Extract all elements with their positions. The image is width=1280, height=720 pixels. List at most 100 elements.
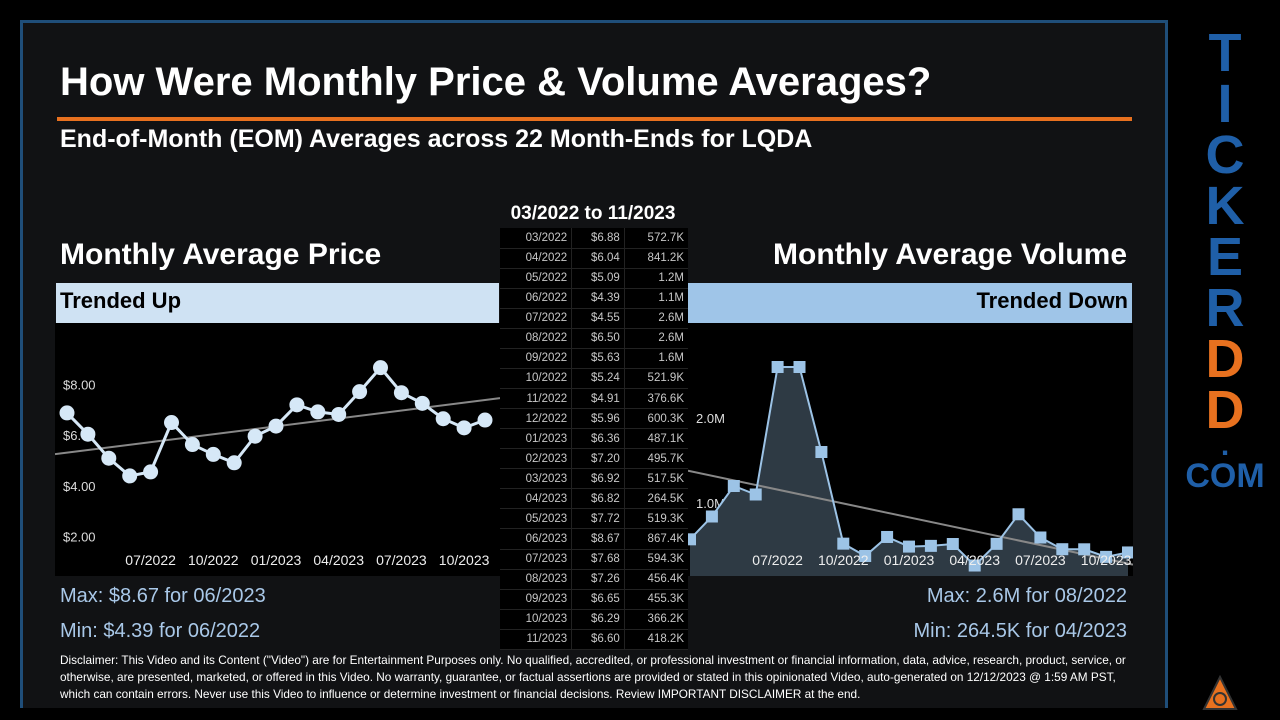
data-point [101, 450, 117, 466]
data-point [946, 538, 959, 551]
logo-letter: E [1206, 227, 1244, 287]
data-point [684, 533, 696, 546]
price-chart: $2.00 $4.00 $6.00 $8.00 07/2022 10/2022 01/202… [54, 323, 501, 576]
cell-price: $5.96 [571, 408, 625, 430]
cell-price: $6.60 [571, 629, 625, 651]
x-tick-label: 04/2023 [313, 552, 364, 568]
table-row: 11/2023 $6.60 418.2K [500, 629, 688, 651]
data-point [435, 411, 451, 427]
table-row: 02/2023 $7.20 495.7K [500, 448, 688, 470]
table-row: 07/2022 $4.55 2.6M [500, 308, 688, 329]
tickerdd-logo: T I C K E R D D . COM [1180, 23, 1270, 496]
data-point [268, 418, 284, 434]
table-row: 04/2023 $6.82 264.5K [500, 488, 688, 510]
data-point [393, 385, 409, 401]
table-row: 09/2022 $5.63 1.6M [500, 348, 688, 369]
table-row: 08/2023 $7.26 456.4K [500, 569, 688, 590]
x-tick-label: 07/2022 [752, 552, 803, 568]
data-point [705, 510, 718, 523]
data-point [477, 412, 493, 428]
price-heading: Monthly Average Price [60, 238, 382, 271]
logo-letter: T [1208, 23, 1242, 83]
monthly-data-table: 03/2022 $6.88 572.7K 04/2022 $6.04 841.2K 05/2… [500, 228, 688, 651]
table-row: 06/2022 $4.39 1.1M [500, 288, 688, 309]
logo-dot: . [1220, 429, 1230, 462]
cell-month: 09/2023 [500, 589, 572, 610]
data-point [771, 361, 784, 373]
table-row: 05/2023 $7.72 519.3K [500, 508, 688, 530]
cell-price: $5.09 [571, 268, 625, 289]
table-row: 07/2023 $7.68 594.3K [500, 549, 688, 570]
cell-month: 03/2023 [500, 468, 572, 490]
data-point [859, 549, 872, 562]
price-trend-band: Trended Up [56, 283, 499, 323]
cell-price: $7.20 [571, 448, 625, 470]
logo-letter: D [1205, 380, 1245, 440]
cell-volume: 455.3K [623, 589, 688, 610]
data-point [793, 361, 806, 373]
cell-price: $5.63 [571, 348, 625, 369]
cell-price: $6.04 [571, 248, 625, 269]
cell-month: 06/2023 [500, 528, 572, 550]
data-point [1122, 546, 1134, 559]
cell-volume: 517.5K [623, 468, 688, 490]
cell-volume: 456.4K [623, 569, 688, 590]
data-point [456, 420, 472, 436]
cell-price: $7.68 [571, 549, 625, 570]
cell-volume: 1.6M [623, 348, 688, 369]
table-row: 10/2023 $6.29 366.2K [500, 609, 688, 630]
cell-month: 06/2022 [500, 288, 572, 309]
cell-month: 08/2022 [500, 328, 572, 349]
data-point [143, 464, 159, 480]
x-tick-label: 10/2022 [188, 552, 239, 568]
table-row: 03/2023 $6.92 517.5K [500, 468, 688, 490]
data-point [1100, 550, 1113, 563]
cell-price: $4.39 [571, 288, 625, 309]
cell-price: $6.36 [571, 428, 625, 450]
cell-month: 04/2022 [500, 248, 572, 269]
data-point [205, 446, 221, 462]
volume-min: Min: 264.5K for 04/2023 [913, 620, 1127, 642]
cell-volume: 600.3K [623, 408, 688, 430]
cell-month: 11/2023 [500, 629, 572, 651]
data-point [903, 540, 915, 553]
cell-volume: 366.2K [623, 609, 688, 630]
data-point [749, 488, 762, 501]
data-point [247, 428, 263, 444]
cell-volume: 594.3K [623, 549, 688, 570]
cell-month: 10/2023 [500, 609, 572, 630]
cell-price: $7.26 [571, 569, 625, 590]
data-point [331, 406, 347, 422]
cell-month: 01/2023 [500, 428, 572, 450]
cell-price: $6.88 [571, 228, 625, 249]
data-point [968, 559, 981, 572]
data-point [80, 426, 96, 442]
data-point [1056, 543, 1069, 556]
table-row: 06/2023 $8.67 867.4K [500, 528, 688, 550]
cell-price: $8.67 [571, 528, 625, 550]
data-point [815, 446, 828, 458]
table-row: 10/2022 $5.24 521.9K [500, 368, 688, 390]
data-point [414, 395, 430, 411]
cell-volume: 519.3K [623, 508, 688, 530]
y-tick-label: $4.00 [63, 479, 96, 494]
cell-price: $4.91 [571, 388, 625, 410]
y-tick-label: $2.00 [63, 529, 96, 544]
cell-month: 05/2023 [500, 508, 572, 530]
data-point [164, 415, 179, 431]
logo-letter: D [1205, 329, 1245, 389]
x-tick-label: 01/2023 [884, 552, 935, 568]
table-row: 12/2022 $5.96 600.3K [500, 408, 688, 430]
logo-letter: R [1205, 278, 1245, 338]
cell-price: $6.50 [571, 328, 625, 349]
data-point [226, 455, 242, 471]
cell-volume: 521.9K [623, 368, 688, 390]
cell-month: 11/2022 [500, 388, 572, 410]
cell-volume: 495.7K [623, 448, 688, 470]
x-tick-label: 07/2023 [1015, 552, 1066, 568]
table-row: 08/2022 $6.50 2.6M [500, 328, 688, 349]
data-point [289, 397, 305, 413]
cell-volume: 841.2K [623, 248, 688, 269]
data-point [1034, 531, 1047, 544]
volume-chart: 1.0M 2.0M 07/2022 10/2022 01/2023 04/2023 07/2… [684, 323, 1134, 588]
